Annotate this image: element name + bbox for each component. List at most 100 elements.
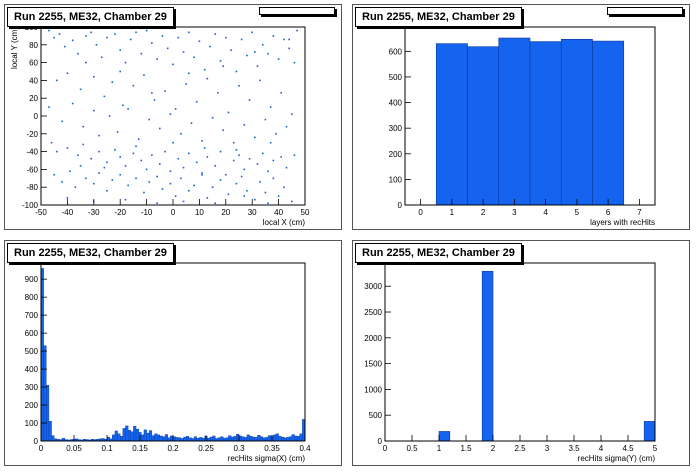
scatter-point [193,184,195,187]
scatter-point [182,51,185,53]
y-tick-label: 100 [25,23,39,32]
histogram-bar [48,421,52,442]
scatter-point [116,131,119,133]
x-tick-label: 2.5 [514,444,526,453]
scatter-point [66,197,69,199]
scatter-point [206,156,209,158]
x-tick-label: 0.4 [299,444,311,453]
scatter-point [230,49,232,51]
x-tick-label: 0 [171,208,176,217]
scatter-point [124,165,127,167]
scatter-point [164,150,166,153]
histogram-bar [438,431,451,442]
scatter-point [119,156,121,158]
scatter-point [145,168,148,171]
scatter-point [180,133,182,135]
scatter-point [269,106,272,108]
scatter-point [227,193,230,196]
histogram-bar [149,430,153,442]
scatter-point [243,124,246,126]
y-tick-label: 0 [398,201,403,210]
y-tick-label: -40 [26,148,38,157]
scatter-point [267,202,269,205]
scatter-point [254,51,256,53]
histogram-bar [529,41,562,206]
histogram-bar [212,435,216,442]
scatter-point [264,118,267,121]
scatter-point [61,181,63,183]
scatter-point [103,95,106,98]
panel-xy-hits: -50 -40 -30 -20 -10 0 10 20 30 40 50 -100 -80 -60 -40-… [4,4,342,230]
x-tick-label: 3 [545,444,550,453]
scatter-point [214,165,217,167]
y-tick-label: -80 [26,183,38,192]
x-axis-title: recHits sigma(X) (cm) [228,454,306,463]
histogram-bar [127,430,131,442]
scatter-point [188,152,190,155]
scatter-point [151,154,153,156]
scatter-point [159,163,161,165]
scatter-point [256,65,259,67]
scatter-point [182,200,185,203]
scatter-point [85,61,87,64]
scatter-point [259,181,261,183]
scatter-point [288,38,290,41]
scatter-point [293,61,296,64]
x-tick-label: 7 [637,208,642,217]
scatter-point [143,74,145,76]
histogram-bar [230,436,234,442]
scatter-point [185,83,187,85]
scatter-point [164,90,166,92]
scatter-point [166,47,169,50]
sigmay-histogram: 0 0.5 1 1.5 2 2.5 3 3.5 4 4.5 5 0 500 1000 1500 2000 250… [364,262,658,463]
histogram-bar [125,425,129,442]
histogram-bar [291,434,295,442]
scatter-point [77,52,79,55]
y-tick-label: 500 [369,411,383,420]
plot-frame [404,26,656,206]
scatter-point [56,79,58,82]
scatter-point [201,173,203,176]
scatter-point [135,177,137,180]
y-tick-label: 300 [25,383,39,392]
y-tick-label: -100 [22,201,39,210]
scatter-point [151,92,153,94]
histogram-bar [159,435,163,442]
stats-box [607,7,683,15]
scatter-point [272,177,275,180]
scatter-point [148,181,151,183]
histogram-bar [43,345,47,442]
scatter-point [132,152,135,155]
x-tick-label: 6 [606,208,611,217]
scatter-point [161,188,164,190]
y-tick-label: -60 [26,165,38,174]
scatter-point [280,156,283,158]
scatter-point [285,125,288,128]
histogram-bar [133,426,137,442]
histogram-bar [156,434,161,442]
histogram-bar [643,421,656,442]
scatter-point [119,173,121,176]
histogram-bar [220,436,224,442]
histogram-bar [249,436,253,442]
x-tick-label: 3 [512,208,517,217]
histogram-bar [278,436,282,442]
scatter-point [264,191,267,194]
histogram-bar [122,428,126,442]
scatter-point [95,44,98,46]
scatter-point [56,150,58,153]
histogram-bar [135,428,139,442]
scatter-point [180,177,182,180]
scatter-point [219,150,222,153]
scatter-point [238,154,240,156]
scatter-point [159,127,161,130]
scatter-point [201,140,203,142]
y-tick-label: 1000 [364,385,382,394]
scatter-point [240,38,243,41]
scatter-point [140,52,143,55]
x-tick-label: 40 [274,208,283,217]
scatter-point [190,122,193,124]
x-tick-label: -30 [88,208,100,217]
scatter-point [291,200,293,203]
scatter-point [277,195,280,197]
